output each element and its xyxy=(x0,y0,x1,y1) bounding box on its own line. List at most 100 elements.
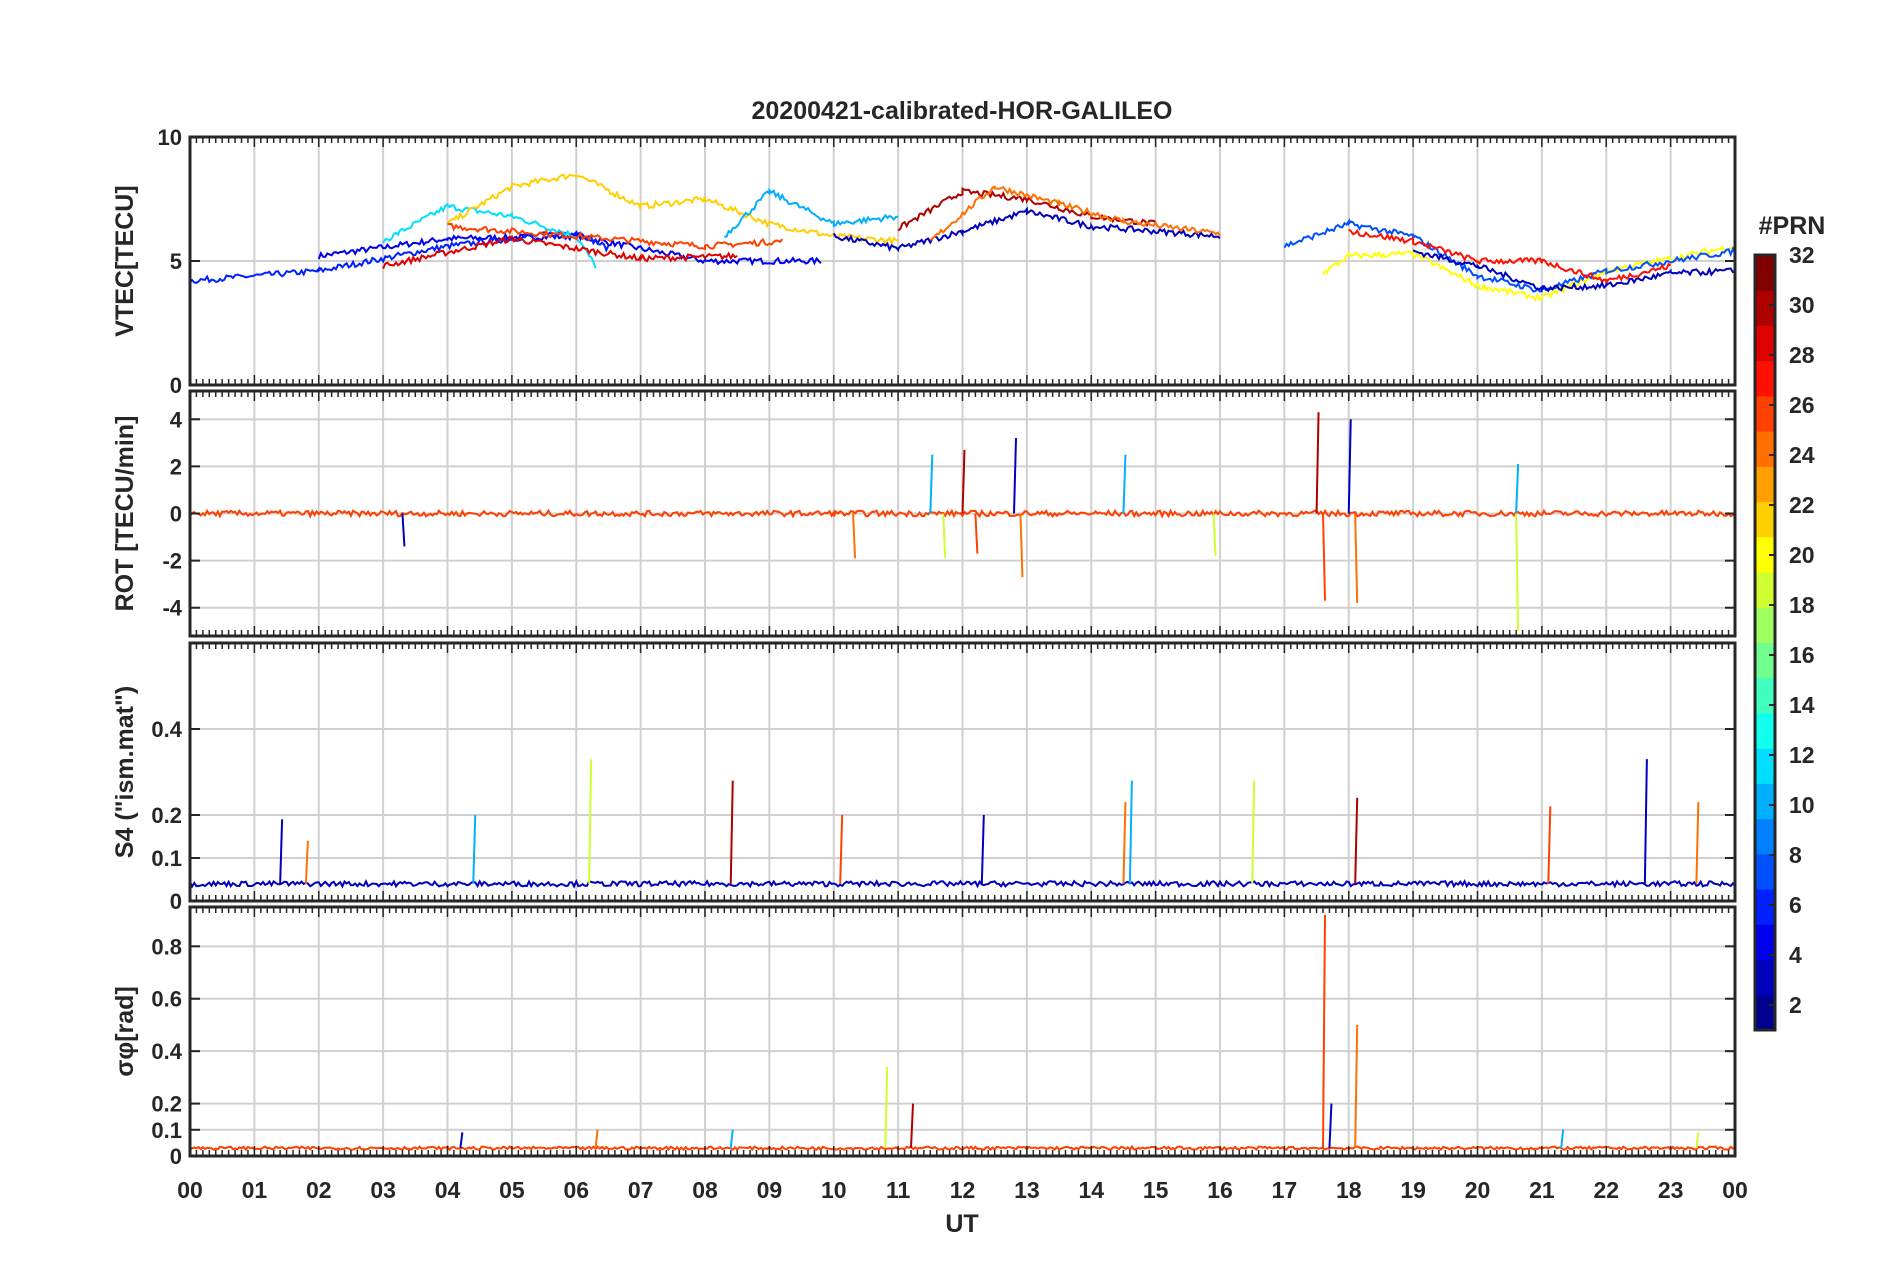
y-axis-label: VTEC[TECU] xyxy=(111,185,139,336)
data-spike xyxy=(588,759,593,884)
data-spike xyxy=(472,814,477,884)
x-tick-label: 05 xyxy=(499,1177,525,1203)
x-tick-label: 11 xyxy=(886,1177,911,1203)
x-tick-label: 07 xyxy=(628,1177,654,1203)
panel-s4: 0 0.1 0.2 0.4 S4 ("ism.mat") xyxy=(111,641,1737,914)
colorbar-tick-label: 2 xyxy=(1789,992,1802,1018)
colorbar-segment xyxy=(1755,853,1775,890)
x-tick-label: 19 xyxy=(1400,1177,1426,1203)
data-spike xyxy=(1322,513,1326,601)
y-axis-label: S4 ("ism.mat") xyxy=(111,686,139,858)
colorbar-segment xyxy=(1755,607,1775,643)
series-line xyxy=(1283,217,1735,293)
colorbar-segment xyxy=(1755,466,1775,503)
colorbar-segment xyxy=(1755,818,1775,855)
x-tick-label: 14 xyxy=(1078,1177,1104,1203)
x-tick-label: 15 xyxy=(1143,1177,1169,1203)
x-ticks xyxy=(189,643,1736,901)
y-tick-label: 5 xyxy=(170,249,182,274)
x-ticks xyxy=(189,391,1736,636)
x-tick-label: 23 xyxy=(1658,1177,1684,1203)
panel-sigma-phi: 00.10.2 0.4 0.6 0.8 σφ[rad] xyxy=(111,905,1737,1169)
x-tick-label: 13 xyxy=(1014,1177,1040,1203)
y-tick-label: 0.2 xyxy=(151,1092,182,1117)
colorbar-segment xyxy=(1755,959,1775,996)
data-spike xyxy=(961,449,966,514)
x-tick-label: 01 xyxy=(242,1177,268,1203)
y-tick-label: -4 xyxy=(162,596,182,621)
data-spike xyxy=(1322,914,1326,1149)
x-tick-label: 18 xyxy=(1336,1177,1362,1203)
y-tick-label: 0.2 xyxy=(151,803,182,828)
x-tick-label: 22 xyxy=(1593,1177,1619,1203)
colorbar-tick-label: 10 xyxy=(1789,792,1815,818)
y-tick-label: 0 xyxy=(170,373,182,398)
colorbar-tick-label: 4 xyxy=(1789,942,1802,968)
y-tick-label: 0.4 xyxy=(151,717,182,742)
series-line xyxy=(446,173,899,247)
y-tick-label: 0 xyxy=(170,502,182,527)
y-tick-label: -2 xyxy=(162,549,182,574)
data-spike xyxy=(929,454,934,514)
x-tick-label: 06 xyxy=(563,1177,589,1203)
x-tick-label: 16 xyxy=(1207,1177,1233,1203)
grid xyxy=(190,907,1735,1156)
x-ticks xyxy=(189,907,1736,1156)
colorbar-tick-label: 16 xyxy=(1789,642,1815,668)
y-tick-label: 4 xyxy=(170,407,183,432)
y-tick-label: 0.1 xyxy=(151,846,182,871)
y-tick-label: 0 xyxy=(170,889,182,914)
data-spike xyxy=(1695,1132,1700,1149)
x-axis-label: UT xyxy=(945,1210,978,1238)
colorbar-segment xyxy=(1755,642,1775,679)
colorbar-segment xyxy=(1755,536,1775,573)
panel-rot: -4 -2 0 2 4 ROT [TECU/min] xyxy=(111,389,1737,638)
colorbar-tick-label: 32 xyxy=(1789,242,1815,268)
colorbar-frame xyxy=(1753,253,1777,1032)
colorbar-tick-label: 22 xyxy=(1789,492,1815,518)
colorbar-tick-label: 14 xyxy=(1789,692,1815,718)
x-tick-label: 04 xyxy=(435,1177,461,1203)
colorbar-segment xyxy=(1755,431,1775,467)
series-line xyxy=(1412,249,1735,293)
colorbar-segment xyxy=(1755,255,1775,291)
y-axis-label: ROT [TECU/min] xyxy=(111,416,139,612)
data-spike xyxy=(1354,513,1359,604)
series-line xyxy=(1322,245,1735,302)
x-tick-label: 00 xyxy=(1722,1177,1748,1203)
colorbar-segment xyxy=(1755,924,1775,961)
colorbar-segment xyxy=(1755,889,1775,925)
data-spike xyxy=(1212,513,1217,556)
y-tick-label: 0 xyxy=(170,1144,182,1169)
data-spike xyxy=(1560,1129,1565,1149)
colorbar-segment xyxy=(1755,360,1775,397)
x-tick-label: 12 xyxy=(950,1177,976,1203)
colorbar-tick-label: 28 xyxy=(1789,342,1815,368)
x-tick-label: 21 xyxy=(1529,1177,1555,1203)
colorbar-tick-label: 6 xyxy=(1789,892,1802,918)
x-tick-label: 09 xyxy=(757,1177,783,1203)
grid xyxy=(190,137,1735,385)
data-spike xyxy=(279,819,284,884)
colorbar-tick-label: 26 xyxy=(1789,392,1815,418)
colorbar-segment xyxy=(1755,572,1775,608)
series-line xyxy=(1348,228,1672,287)
data-spike xyxy=(1128,780,1133,884)
data-spike xyxy=(1354,1024,1359,1149)
x-ticks xyxy=(189,137,1736,385)
colorbar-segment xyxy=(1755,290,1775,326)
x-tick-label: 08 xyxy=(692,1177,718,1203)
data-spike xyxy=(884,1066,889,1149)
data-spike xyxy=(1013,438,1017,514)
data-spike xyxy=(1122,454,1127,514)
data-spike xyxy=(459,1132,464,1149)
y-tick-label: 0.1 xyxy=(151,1118,182,1143)
data-spike xyxy=(1122,802,1127,884)
colorbar-segment xyxy=(1755,994,1775,1031)
x-tick-label: 02 xyxy=(306,1177,332,1203)
y-tick-label: 0.4 xyxy=(151,1039,182,1064)
colorbar-tick-label: 24 xyxy=(1789,442,1815,468)
data-spike xyxy=(974,513,979,554)
series-line xyxy=(929,185,1221,241)
